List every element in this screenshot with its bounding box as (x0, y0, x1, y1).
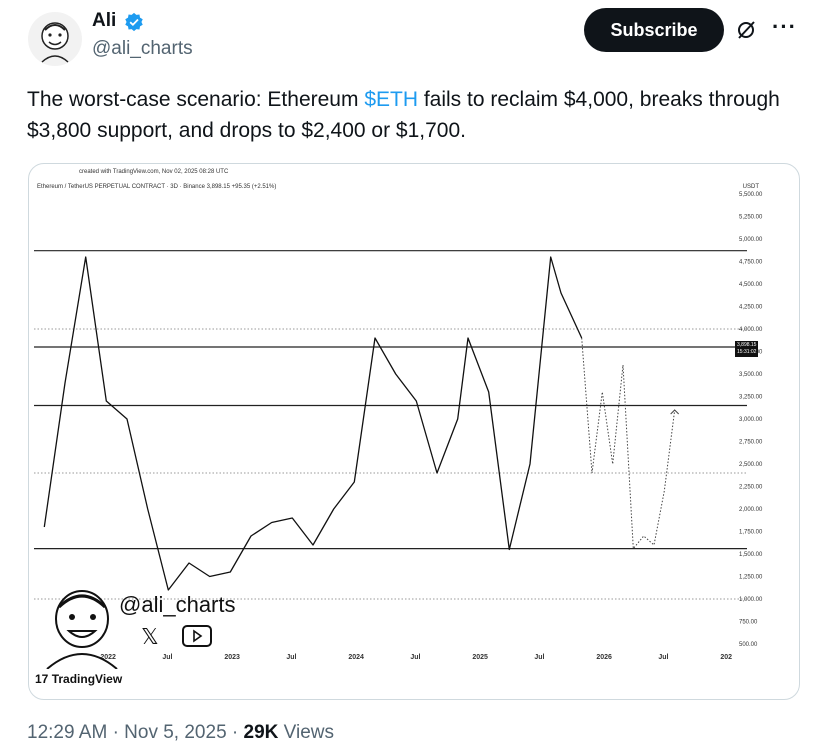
watermark-avatar-icon (46, 590, 118, 669)
tradingview-logo: 17 TradingView (35, 672, 122, 686)
y-tick-label: 2,000.00 (739, 507, 763, 513)
x-tick-label: 2022 (100, 654, 116, 661)
y-tick-label: 500.00 (739, 642, 758, 648)
y-tick-label: 2,750.00 (739, 440, 763, 446)
x-tick-label: 2024 (348, 654, 364, 661)
y-tick-label: 1,500.00 (739, 552, 763, 558)
chart-pair-text: Ethereum / TetherUS PERPETUAL CONTRACT ·… (37, 184, 277, 190)
y-tick-label: 2,250.00 (739, 485, 763, 491)
x-tick-label: Jul (286, 654, 296, 661)
post-date[interactable]: Nov 5, 2025 (124, 722, 227, 743)
watermark-handle: @ali_charts (119, 592, 236, 617)
x-tick-label: Jul (658, 654, 668, 661)
y-tick-label: 4,750.00 (739, 260, 763, 266)
y-tick-label: 4,000.00 (739, 327, 763, 333)
x-tick-label: 2025 (472, 654, 488, 661)
tweet-text: The worst-case scenario: Ethereum $ETH f… (27, 84, 807, 146)
y-tick-label: 4,500.00 (739, 282, 763, 288)
y-tick-label: 1,750.00 (739, 530, 763, 536)
y-tick-label: 3,250.00 (739, 395, 763, 401)
y-tick-label: 2,500.00 (739, 462, 763, 468)
x-tick-label: Jul (534, 654, 544, 661)
grok-icon[interactable] (735, 19, 757, 41)
meta-separator: · (112, 722, 119, 743)
y-tick-label: 5,000.00 (739, 237, 763, 243)
post-time[interactable]: 12:29 AM (27, 722, 108, 743)
y-tick-label: 750.00 (739, 620, 758, 626)
countdown-timer: 15:31:02 (737, 349, 757, 355)
x-tick-label: Jul (162, 654, 172, 661)
views-count: 29K (243, 722, 279, 743)
chart-currency: USDT (742, 184, 759, 190)
last-price-tag: 3,898.15 15:31:02 (735, 341, 759, 357)
watermark-youtube-icon (182, 625, 212, 647)
last-price: 3,898.15 (737, 342, 757, 348)
author-name[interactable]: Ali (92, 10, 117, 31)
tweet-meta: 12:29 AM · Nov 5, 2025 · 29K Views (27, 722, 334, 744)
y-tick-label: 1,250.00 (739, 575, 763, 581)
price-line (43, 256, 583, 591)
y-tick-label: 3,000.00 (739, 417, 763, 423)
chart-image[interactable]: created with TradingView.com, Nov 02, 20… (28, 163, 800, 700)
watermark-x-icon: 𝕏 (141, 624, 159, 649)
chart-created-text: created with TradingView.com, Nov 02, 20… (79, 169, 229, 175)
y-tick-label: 5,250.00 (739, 215, 763, 221)
tweet-text-after: fails to reclaim $4,000, breaks through … (27, 88, 780, 142)
avatar-illustration (41, 22, 69, 63)
subscribe-button[interactable]: Subscribe (584, 8, 724, 52)
y-tick-label: 3,500.00 (739, 372, 763, 378)
x-tick-label: Jul (410, 654, 420, 661)
tweet-text-before: The worst-case scenario: Ethereum (27, 88, 365, 111)
y-tick-label: 4,250.00 (739, 305, 763, 311)
tradingview-mark-icon: 17 (35, 672, 49, 686)
projection-arrow-icon (670, 409, 680, 415)
projection-line (581, 337, 676, 550)
y-tick-label: 5,500.00 (739, 192, 763, 198)
views-label: Views (283, 722, 335, 743)
avatar[interactable] (28, 12, 82, 66)
y-tick-label: 1,000.00 (739, 597, 763, 603)
author-handle[interactable]: @ali_charts (92, 38, 193, 59)
x-tick-label: 2026 (596, 654, 612, 661)
price-chart: 5,500.00 5,250.00 5,000.00 4,750.00 4,500.00… (34, 192, 763, 661)
cashtag-link[interactable]: $ETH (364, 88, 418, 111)
meta-separator: · (231, 722, 239, 743)
tradingview-brand: TradingView (51, 672, 123, 686)
x-tick-label: 202 (720, 654, 732, 661)
x-tick-label: 2023 (224, 654, 240, 661)
more-icon[interactable]: ··· (772, 14, 797, 39)
verified-badge-icon (125, 12, 143, 32)
